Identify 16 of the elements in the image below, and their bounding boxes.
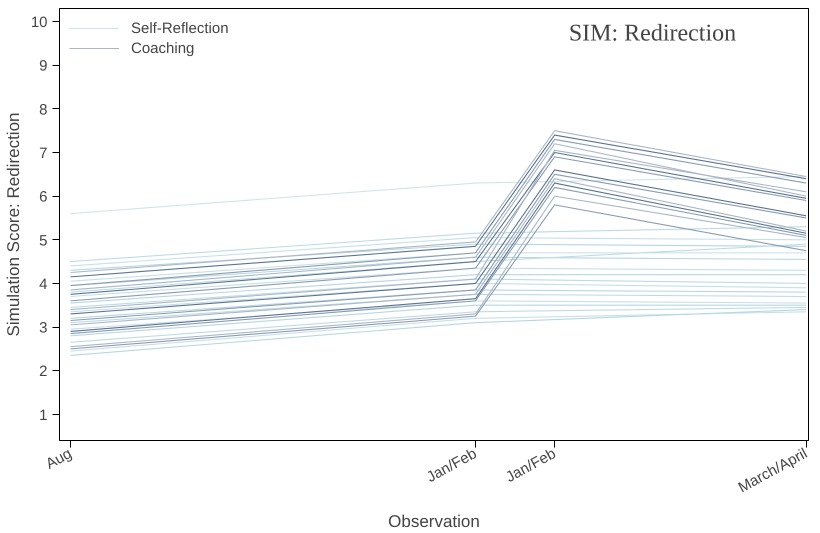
y-tick-label: 9 [39,58,48,75]
legend-label: Coaching [131,40,194,56]
x-tick-label: Aug [43,445,75,473]
y-tick-label: 10 [30,14,48,32]
y-tick-label: 4 [39,276,48,293]
text: SIM: Redirection [568,20,736,46]
x-axis-title: Observation [388,512,480,531]
y-tick-label: 3 [39,320,48,337]
y-tick-label: 5 [39,232,48,250]
y-tick-label: 2 [39,363,48,380]
legend-label: Self-Reflection [131,20,229,36]
y-tick-label: 6 [39,188,48,206]
y-axis-title: Simulation Score: Redirection [4,112,23,336]
y-tick-label: 7 [39,145,48,162]
y-tick-label: 8 [39,101,48,118]
y-tick-label: 1 [39,406,48,424]
